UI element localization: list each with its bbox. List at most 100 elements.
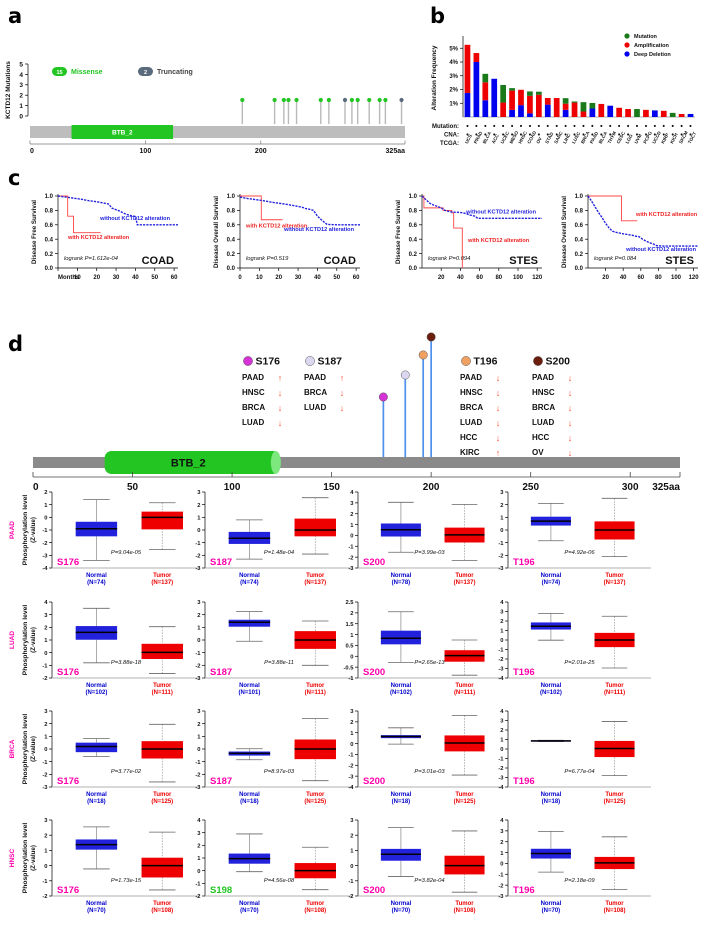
survival-curve[interactable]: [587, 195, 698, 247]
boxplot-box[interactable]: [141, 741, 183, 759]
boxplot-n-tumor: (N=108): [304, 908, 326, 914]
panel-d-cancer-arrow: ↓: [568, 403, 573, 413]
panel-d-site-head[interactable]: [418, 350, 428, 360]
panel-b-bar-segment[interactable]: [518, 105, 524, 117]
survival-curve[interactable]: [422, 195, 463, 268]
panel-b-bar-segment[interactable]: [678, 113, 685, 117]
panel-b-mutation-dot: •: [484, 123, 487, 130]
boxplot-box[interactable]: [228, 619, 271, 627]
panel-b-bar-segment[interactable]: [518, 89, 524, 106]
panel-a-lollipop-head[interactable]: [383, 97, 388, 103]
panel-b-bar-segment[interactable]: [535, 94, 542, 117]
panel-b-bar-segment[interactable]: [491, 78, 498, 117]
survival-curve[interactable]: [240, 195, 283, 221]
survival-curve[interactable]: [57, 195, 178, 226]
panel-b-bar-segment[interactable]: [687, 113, 694, 117]
panel-b-bar-segment[interactable]: [562, 98, 569, 104]
panel-b-bar-segment[interactable]: [598, 103, 605, 117]
panel-d-site-head[interactable]: [400, 370, 410, 380]
panel-b-bar-segment[interactable]: [482, 73, 489, 83]
panel-b-bar-segment[interactable]: [482, 82, 489, 101]
panel-d-site-head[interactable]: [378, 392, 388, 402]
boxplot-box[interactable]: [294, 518, 336, 537]
panel-b-bar-segment[interactable]: [464, 44, 471, 93]
boxplot-ytick-label: -3: [195, 676, 201, 682]
panel-b-bar-segment[interactable]: [544, 98, 551, 105]
panel-b-bar-segment[interactable]: [643, 109, 649, 117]
panel-a-lollipop-head[interactable]: [399, 97, 404, 103]
survival-xtick-label: 60: [476, 275, 483, 281]
panel-b-mutation-dot: •: [663, 123, 666, 130]
panel-b-bar-segment[interactable]: [651, 110, 658, 117]
boxplot-ytick-label: 2.5: [345, 600, 354, 606]
boxplot-box[interactable]: [141, 511, 183, 530]
boxplot-box[interactable]: [141, 643, 183, 659]
panel-d-cancer-arrow: ↓: [568, 373, 573, 383]
boxplot-box[interactable]: [141, 857, 183, 878]
survival-xtick-label: 0: [238, 275, 242, 281]
panel-b-bar-segment[interactable]: [553, 98, 560, 117]
boxplot: -3 -2 -1 0 1 2 3 P=3.77e-02 S176 Normal(N=18) Tumo…: [42, 709, 200, 805]
panel-b-bar-segment[interactable]: [589, 102, 596, 109]
panel-b-bar-segment[interactable]: [589, 108, 596, 117]
panel-b-bar-segment[interactable]: [616, 107, 623, 117]
panel-b-bar-segment[interactable]: [571, 102, 578, 117]
panel-a-lollipop-head[interactable]: [272, 97, 277, 103]
panel-a-lollipop-head[interactable]: [318, 97, 323, 103]
panel-b-bar-segment[interactable]: [500, 102, 507, 117]
panel-b-bar-segment[interactable]: [571, 101, 578, 103]
panel-b-bar-segment[interactable]: [473, 53, 480, 62]
panel-a-legend-label: Truncating: [157, 69, 193, 76]
boxplot-box[interactable]: [75, 742, 118, 753]
panel-b-bar-segment[interactable]: [625, 109, 631, 117]
panel-a-lollipop-head[interactable]: [377, 97, 382, 103]
boxplot-box[interactable]: [380, 630, 421, 645]
survival-curve[interactable]: [239, 196, 360, 226]
survival-curve[interactable]: [588, 195, 638, 222]
panel-a-lollipop-head[interactable]: [349, 97, 355, 103]
boxplot-ytick-label: 1: [44, 503, 48, 509]
panel-b-cna-dot: •: [645, 132, 648, 139]
panel-a-lollipop-head[interactable]: [294, 97, 299, 103]
survival-ytick-label: 0.8: [575, 209, 584, 215]
panel-a-lollipop-head[interactable]: [326, 97, 331, 103]
panel-b-bar-segment[interactable]: [535, 91, 542, 95]
panel-a-lollipop-head[interactable]: [240, 97, 245, 103]
panel-b-bar-segment[interactable]: [580, 111, 587, 118]
boxplot-group-tumor: Tumor: [605, 573, 624, 579]
panel-a-lollipop-head[interactable]: [342, 97, 348, 103]
panel-b-bar-segment[interactable]: [464, 92, 471, 117]
panel-b-cna-dot: •: [529, 132, 532, 139]
panel-a-domain-btb2[interactable]: [71, 125, 174, 139]
panel-b-bar-segment[interactable]: [509, 88, 515, 91]
boxplot-site-label: T196: [513, 776, 535, 787]
panel-a-lollipop-head[interactable]: [286, 97, 291, 103]
panel-b-bar-segment[interactable]: [500, 84, 507, 103]
panel-a-legend-badge: [52, 67, 67, 76]
panel-b-bar-segment[interactable]: [473, 62, 480, 117]
panel-b-bar-segment[interactable]: [527, 95, 533, 114]
panel-d-domain-btb2[interactable]: [104, 451, 280, 474]
panel-b-bar-segment[interactable]: [580, 102, 587, 112]
boxplot-ytick-label: 1: [350, 731, 354, 737]
panel-b-bar-segment[interactable]: [562, 109, 569, 117]
panel-a-lollipop-head[interactable]: [355, 97, 360, 103]
panel-b-bar-segment[interactable]: [669, 112, 676, 117]
survival-curve[interactable]: [421, 195, 542, 220]
panel-b-bar-segment[interactable]: [527, 91, 533, 96]
panel-d-site-head[interactable]: [426, 332, 436, 342]
panel-b-bar-segment[interactable]: [509, 90, 515, 110]
boxplot-group-tumor: Tumor: [306, 792, 325, 798]
panel-a-lollipop-head[interactable]: [367, 97, 372, 103]
panel-b-bar-segment[interactable]: [527, 113, 533, 117]
panel-b-bar-segment[interactable]: [634, 109, 640, 117]
panel-b-bar-segment[interactable]: [607, 105, 614, 117]
panel-b-bar-segment[interactable]: [660, 110, 667, 117]
panel-b-bar-segment[interactable]: [482, 100, 489, 117]
survival-curve[interactable]: [58, 195, 101, 234]
panel-b-bar-segment[interactable]: [562, 103, 569, 110]
panel-a-lollipop-head[interactable]: [281, 97, 286, 103]
survival-xtick-label: 100: [671, 275, 682, 281]
panel-b-bar-segment[interactable]: [509, 109, 515, 117]
panel-b-bar-segment[interactable]: [544, 104, 551, 117]
